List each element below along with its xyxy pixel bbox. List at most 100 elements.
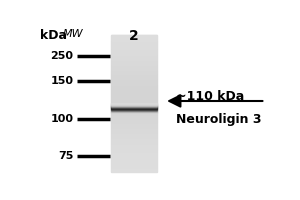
Bar	[111, 87, 157, 88]
Bar	[111, 143, 157, 144]
Bar	[111, 160, 157, 161]
Bar	[111, 74, 157, 75]
Bar	[111, 76, 157, 77]
Bar	[111, 72, 157, 73]
Bar	[111, 111, 157, 112]
Bar	[111, 155, 157, 156]
Bar	[111, 154, 157, 155]
Bar	[111, 58, 157, 59]
Bar	[111, 95, 157, 96]
Bar	[111, 110, 157, 111]
Bar	[111, 73, 157, 74]
Bar	[111, 85, 157, 86]
Bar	[111, 81, 157, 82]
Bar	[111, 125, 157, 126]
Bar	[111, 83, 157, 84]
Bar	[111, 80, 157, 81]
Text: 75: 75	[58, 151, 74, 161]
Bar	[111, 52, 157, 53]
Bar	[111, 166, 157, 167]
Bar	[111, 106, 157, 107]
Bar	[111, 62, 157, 63]
Text: 250: 250	[50, 51, 74, 61]
Bar	[111, 54, 157, 55]
Bar	[111, 123, 157, 124]
Bar	[111, 47, 157, 48]
Bar	[111, 138, 157, 139]
Bar	[111, 127, 157, 128]
Bar	[111, 100, 157, 101]
Bar	[111, 64, 157, 65]
Bar	[111, 101, 157, 102]
Bar	[111, 146, 157, 147]
Bar	[111, 59, 157, 60]
Bar	[111, 92, 157, 93]
Bar	[111, 164, 157, 165]
Bar	[111, 108, 157, 109]
Bar	[111, 63, 157, 64]
Bar	[111, 170, 157, 171]
Text: MW: MW	[63, 29, 84, 39]
Bar	[111, 88, 157, 89]
Bar	[111, 156, 157, 157]
Bar	[111, 109, 157, 110]
Bar	[111, 75, 157, 76]
Bar	[111, 86, 157, 87]
Bar	[111, 39, 157, 40]
Bar	[111, 51, 157, 52]
Bar	[111, 41, 157, 42]
Bar	[111, 48, 157, 49]
Bar	[111, 149, 157, 150]
Bar	[111, 163, 157, 164]
Bar	[111, 45, 157, 46]
Bar	[111, 107, 157, 108]
Bar	[111, 115, 157, 116]
Text: 100: 100	[50, 114, 74, 124]
Bar	[111, 122, 157, 123]
Bar	[111, 36, 157, 37]
Bar	[111, 102, 157, 103]
Bar	[111, 77, 157, 78]
Bar	[111, 56, 157, 57]
Bar	[111, 161, 157, 162]
Bar	[111, 148, 157, 149]
Bar	[111, 46, 157, 47]
Bar	[111, 168, 157, 169]
Text: Neuroligin 3: Neuroligin 3	[176, 113, 261, 126]
Text: kDa: kDa	[40, 29, 67, 42]
Bar	[111, 134, 157, 135]
Bar	[111, 98, 157, 99]
Bar	[111, 165, 157, 166]
Bar	[111, 136, 157, 137]
Bar	[111, 171, 157, 172]
Bar	[111, 133, 157, 134]
Bar	[111, 99, 157, 100]
Bar	[111, 68, 157, 69]
Bar	[111, 65, 157, 66]
Bar	[111, 49, 157, 50]
Bar	[111, 37, 157, 38]
Bar	[111, 151, 157, 152]
Bar	[111, 82, 157, 83]
Bar	[111, 124, 157, 125]
Bar	[111, 157, 157, 158]
Bar	[111, 135, 157, 136]
Bar	[111, 53, 157, 54]
Bar	[111, 84, 157, 85]
Bar	[111, 130, 157, 131]
Bar	[111, 57, 157, 58]
Bar	[111, 70, 157, 71]
Bar	[111, 139, 157, 140]
Bar	[111, 103, 157, 104]
Bar	[111, 71, 157, 72]
Bar	[111, 96, 157, 97]
Bar	[111, 43, 157, 44]
Bar	[111, 117, 157, 118]
Bar	[111, 152, 157, 153]
Bar	[111, 40, 157, 41]
Bar	[111, 158, 157, 159]
Bar	[111, 140, 157, 141]
Bar	[111, 90, 157, 91]
Bar	[111, 94, 157, 95]
Bar	[111, 50, 157, 51]
